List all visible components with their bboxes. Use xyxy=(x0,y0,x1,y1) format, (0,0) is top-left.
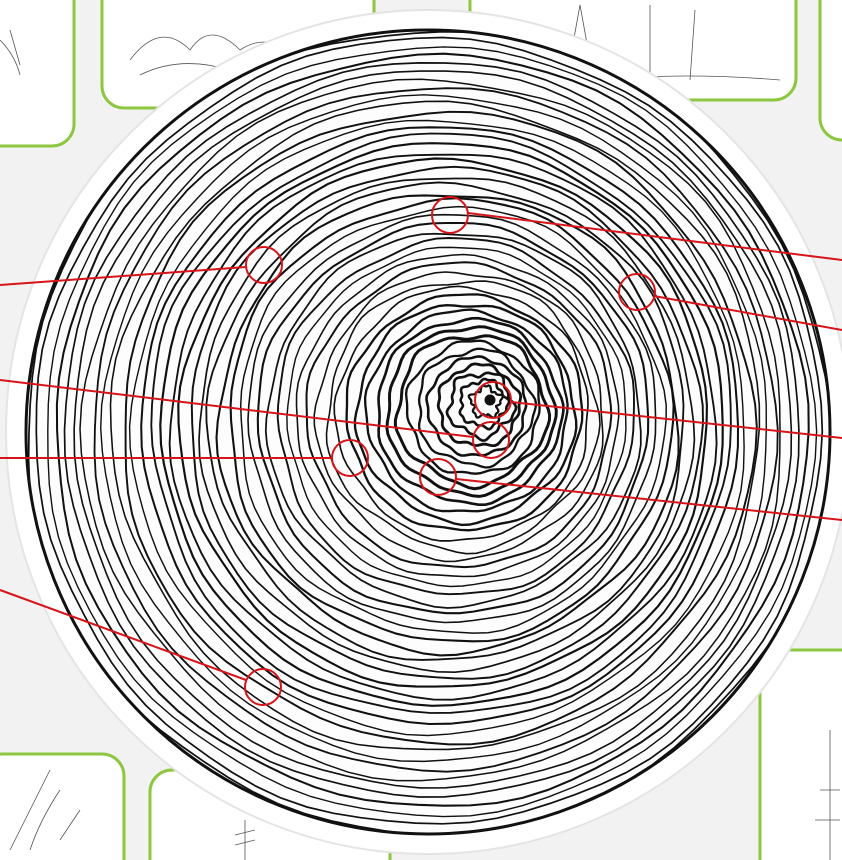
ring xyxy=(353,304,578,527)
ring xyxy=(385,325,558,498)
ring xyxy=(239,205,667,634)
ring xyxy=(404,339,541,475)
ring xyxy=(79,78,781,782)
ring xyxy=(124,110,758,746)
callout-circle xyxy=(431,196,469,234)
ring xyxy=(417,347,538,469)
ring xyxy=(140,126,740,726)
ring xyxy=(73,70,793,789)
callout-circle xyxy=(245,246,283,284)
callout-circle xyxy=(419,458,457,496)
tree-rings xyxy=(27,30,830,834)
ring xyxy=(276,237,635,596)
sketch xyxy=(815,730,840,860)
sketch xyxy=(0,29,21,76)
callout-circle xyxy=(472,421,510,459)
ring xyxy=(436,362,523,448)
bark-edge xyxy=(24,28,832,836)
sketch xyxy=(9,769,81,851)
card xyxy=(0,0,76,148)
callout-line xyxy=(467,212,842,261)
ring xyxy=(345,293,584,532)
ring xyxy=(159,142,724,707)
ring xyxy=(325,280,601,555)
card xyxy=(758,648,842,860)
sketch xyxy=(559,4,781,86)
ring xyxy=(363,308,569,513)
callout-circle xyxy=(244,668,282,706)
ring xyxy=(205,181,685,661)
ring xyxy=(425,355,528,457)
ring xyxy=(198,177,696,674)
ring xyxy=(99,94,768,763)
ring xyxy=(128,119,745,737)
ring xyxy=(264,232,642,609)
callout-circle xyxy=(331,439,369,477)
ring xyxy=(168,153,718,701)
ring xyxy=(286,246,627,588)
callout-line xyxy=(0,266,247,286)
ring xyxy=(256,221,650,615)
card xyxy=(818,0,842,142)
ring xyxy=(393,334,552,491)
ring xyxy=(63,62,800,798)
callout-line xyxy=(0,379,474,438)
callout-circle xyxy=(474,381,512,419)
callout-line xyxy=(0,589,247,681)
ring xyxy=(229,197,675,643)
ring xyxy=(109,100,761,751)
ring xyxy=(215,194,680,657)
ring xyxy=(247,213,657,624)
callouts xyxy=(0,196,842,706)
ring xyxy=(313,271,604,563)
ring xyxy=(333,285,589,542)
callout-line xyxy=(510,401,842,439)
ring xyxy=(177,157,708,688)
callout-line xyxy=(455,478,842,521)
ring xyxy=(377,316,565,507)
ring xyxy=(93,87,779,773)
ring xyxy=(190,165,704,680)
ring xyxy=(47,46,818,818)
callout-circle xyxy=(618,273,656,311)
ring xyxy=(150,132,732,714)
card xyxy=(0,752,126,860)
sketch xyxy=(234,820,256,860)
pith xyxy=(484,394,496,406)
callout-line xyxy=(653,295,842,331)
ring xyxy=(55,52,810,807)
ring xyxy=(305,261,613,569)
ring xyxy=(35,36,824,825)
